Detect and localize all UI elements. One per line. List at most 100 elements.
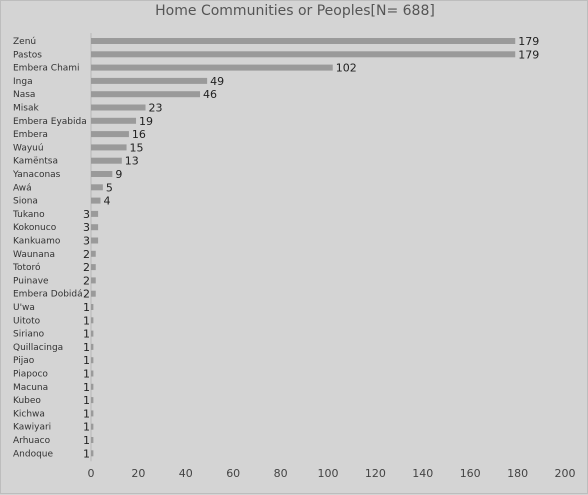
chart-title: Home Communities or Peoples[N= 688]	[155, 3, 435, 19]
data-label: 1	[83, 394, 90, 407]
bar	[91, 237, 99, 244]
data-label: 2	[83, 274, 90, 287]
bar	[91, 397, 94, 404]
category-label: Embera Eyabida	[13, 117, 87, 127]
x-tick-label: 180	[507, 467, 528, 480]
bar	[91, 304, 94, 310]
data-label: 102	[336, 62, 357, 75]
bar	[91, 144, 127, 151]
bar	[91, 423, 94, 430]
data-label: 19	[139, 115, 153, 128]
data-label: 3	[83, 221, 90, 234]
bar	[91, 357, 94, 364]
data-label: 1	[83, 381, 90, 394]
bar	[91, 38, 516, 44]
bar	[91, 77, 208, 84]
category-label: Quillacinga	[13, 343, 63, 353]
data-label: 1	[83, 368, 90, 381]
data-label: 1	[83, 341, 90, 354]
category-label: Inga	[13, 77, 33, 87]
x-tick-label: 40	[179, 467, 193, 480]
category-label: Zenú	[13, 37, 36, 47]
data-label: 1	[83, 447, 90, 460]
bar	[91, 264, 96, 271]
data-label: 16	[132, 128, 146, 141]
x-tick-label: 100	[318, 467, 339, 480]
data-label: 23	[149, 102, 163, 115]
category-label: Siriano	[13, 330, 45, 340]
category-label: Uitoto	[13, 316, 41, 326]
bar	[91, 117, 137, 124]
category-label: Embera Chami	[13, 64, 80, 74]
category-label: Misak	[13, 104, 39, 114]
x-tick-label: 80	[274, 467, 288, 480]
category-label: Totoró	[12, 262, 41, 273]
data-label: 1	[83, 407, 90, 420]
x-tick-label: 20	[131, 467, 145, 480]
bar	[91, 171, 113, 177]
category-label: Yanaconas	[12, 170, 61, 180]
category-label: Kokonuco	[13, 223, 57, 233]
data-label: 3	[83, 208, 90, 221]
category-label: Awá	[13, 183, 32, 193]
category-label: Wayuú	[13, 143, 44, 153]
x-tick-label: 160	[460, 467, 481, 480]
category-label: Kubeo	[13, 396, 41, 406]
x-tick-label: 200	[555, 467, 576, 480]
bar	[91, 383, 94, 390]
x-tick-label: 120	[365, 467, 386, 480]
category-label: Arhuaco	[13, 436, 51, 446]
data-label: 49	[210, 75, 224, 88]
category-label: Macuna	[13, 383, 48, 393]
category-label: Kankuamo	[13, 237, 61, 247]
category-label: Kawiyari	[13, 423, 51, 433]
category-label: Siona	[13, 197, 38, 207]
bar	[91, 131, 129, 138]
category-label: Embera	[13, 130, 48, 140]
category-label: Andoque	[13, 449, 53, 459]
data-label: 2	[83, 288, 90, 301]
bar	[91, 410, 94, 417]
data-label: 15	[130, 141, 144, 154]
data-label: 13	[125, 155, 139, 168]
bar	[91, 250, 96, 257]
bar	[91, 91, 201, 98]
data-label: 2	[83, 261, 90, 274]
x-tick-label: 60	[226, 467, 240, 480]
category-label: Nasa	[13, 90, 35, 100]
bar	[91, 104, 146, 111]
bar	[91, 437, 94, 443]
data-label: 1	[83, 434, 90, 447]
bar	[91, 224, 99, 231]
category-label: Pijao	[13, 356, 35, 366]
category-label: Waunana	[13, 250, 55, 260]
x-tick-label: 140	[412, 467, 433, 480]
bar	[91, 184, 103, 191]
category-label: Puinave	[13, 276, 49, 286]
data-label: 1	[83, 421, 90, 434]
data-label: 1	[83, 328, 90, 341]
category-label: U'wa	[13, 303, 35, 313]
bar	[91, 197, 101, 204]
bar	[91, 317, 94, 324]
bar	[91, 157, 122, 164]
data-label: 1	[83, 301, 90, 314]
bar	[91, 290, 96, 297]
x-tick-label: 0	[88, 467, 95, 480]
category-label: Embera Dobidá	[13, 290, 83, 300]
bar	[91, 330, 94, 337]
data-label: 5	[106, 181, 113, 194]
bar	[91, 343, 94, 350]
data-label: 179	[518, 35, 539, 48]
data-label: 9	[115, 168, 122, 181]
bar	[91, 210, 99, 217]
category-label: Piapoco	[13, 370, 48, 380]
category-label: Pastos	[13, 50, 42, 60]
data-label: 2	[83, 248, 90, 261]
category-label: Kamëntsa	[13, 157, 58, 167]
bar	[91, 370, 94, 377]
bar	[91, 450, 94, 457]
category-label: Tukano	[12, 210, 45, 220]
